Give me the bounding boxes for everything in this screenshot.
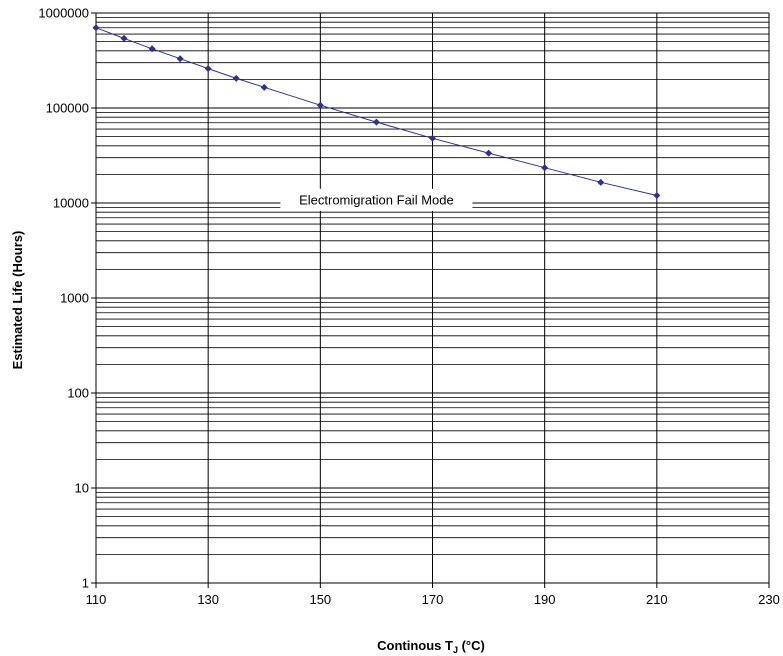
- series-line: [95, 27, 657, 196]
- x-tick-label: 130: [197, 592, 219, 607]
- data-point: [485, 149, 493, 157]
- y-tick-label: 100: [67, 386, 89, 401]
- data-point: [653, 191, 661, 199]
- x-tick-label: 170: [422, 592, 444, 607]
- data-point: [541, 164, 549, 172]
- grid-layer: [95, 12, 770, 584]
- y-tick-label: 10000: [53, 196, 89, 211]
- data-point: [148, 45, 156, 53]
- x-tick-label: 150: [309, 592, 331, 607]
- data-point: [372, 118, 380, 126]
- data-point: [429, 134, 436, 142]
- x-axis-title-main: Continous T: [377, 638, 453, 653]
- data-point: [92, 24, 100, 32]
- x-tick-label: 210: [646, 592, 668, 607]
- data-point: [260, 83, 268, 91]
- y-tick-label: 1000000: [38, 6, 89, 21]
- data-point: [316, 101, 324, 109]
- x-tick-label: 190: [534, 592, 556, 607]
- y-tick-label: 1: [82, 576, 89, 591]
- x-axis-title: Continous TJ (°C): [377, 638, 485, 655]
- x-tick-label: 230: [758, 592, 780, 607]
- y-tick-label: 1000: [60, 291, 89, 306]
- x-axis-title-unit: (°C): [458, 638, 485, 653]
- data-point: [232, 74, 240, 82]
- y-tick-label: 100000: [46, 101, 89, 116]
- data-point: [120, 34, 128, 42]
- x-axis-title-subscript: J: [453, 645, 458, 655]
- y-axis-title: Estimated Life (Hours): [10, 231, 25, 370]
- series-layer: [92, 24, 661, 199]
- data-point: [597, 178, 605, 186]
- x-tick-label: 110: [86, 592, 107, 607]
- y-tick-label: 10: [75, 481, 89, 496]
- axis-layer: [91, 12, 770, 588]
- annotation-background: [280, 188, 473, 211]
- data-point: [176, 55, 184, 63]
- data-point: [204, 65, 212, 73]
- annotation-label: Electromigration Fail Mode: [299, 192, 454, 207]
